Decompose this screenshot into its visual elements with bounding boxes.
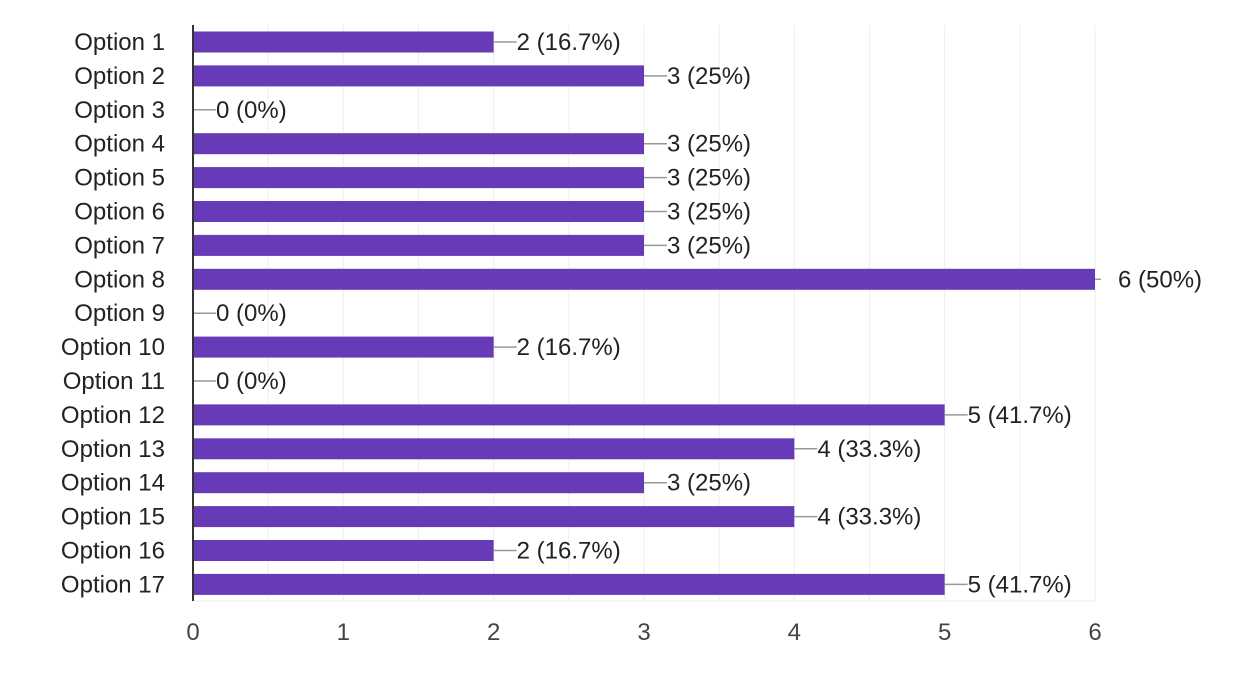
data-label: 6 (50%)	[1118, 266, 1202, 293]
data-label: 4 (33.3%)	[817, 504, 921, 531]
bar	[193, 65, 644, 87]
x-tick-label: 2	[487, 619, 500, 646]
bars	[193, 31, 1101, 595]
category-label: Option 5	[74, 165, 165, 192]
data-label: 5 (41.7%)	[968, 571, 1072, 598]
data-label: 4 (33.3%)	[817, 436, 921, 463]
category-label: Option 10	[61, 334, 165, 361]
category-label: Option 12	[61, 402, 165, 429]
bar	[193, 167, 644, 189]
data-label: 3 (25%)	[667, 470, 751, 497]
bar	[193, 573, 945, 595]
bar	[193, 201, 644, 222]
x-tick-label: 5	[938, 619, 951, 646]
data-label: 3 (25%)	[667, 165, 751, 192]
category-label: Option 15	[61, 504, 165, 531]
labels: 0 1 2 3 4 5 6 Option 1 2 (16.7%) Option 2 3 (25%) O…	[61, 29, 1202, 646]
category-label: Option 4	[74, 131, 165, 158]
category-label: Option 14	[61, 470, 165, 497]
data-label: 0 (0%)	[216, 368, 287, 395]
bar	[193, 438, 795, 460]
bar	[193, 472, 644, 494]
bar	[193, 31, 494, 53]
category-label: Option 11	[63, 368, 165, 395]
category-label: Option 2	[74, 63, 165, 90]
category-label: Option 3	[74, 97, 165, 124]
category-label: Option 16	[61, 538, 165, 565]
data-label: 0 (0%)	[216, 300, 287, 327]
data-label: 5 (41.7%)	[968, 402, 1072, 429]
data-label: 2 (16.7%)	[517, 29, 621, 56]
bar	[193, 404, 945, 426]
data-label: 0 (0%)	[216, 97, 287, 124]
gridlines	[267, 25, 1096, 601]
category-label: Option 7	[74, 232, 165, 259]
bar	[193, 133, 644, 155]
category-label: Option 6	[74, 199, 165, 226]
category-label: Option 13	[61, 436, 165, 463]
x-tick-label: 6	[1088, 619, 1101, 646]
x-tick-label: 1	[337, 619, 350, 646]
category-label: Option 8	[74, 266, 165, 293]
bar	[193, 540, 494, 561]
data-label: 2 (16.7%)	[517, 334, 621, 361]
bar	[193, 234, 644, 256]
bar	[193, 336, 494, 358]
data-label: 3 (25%)	[667, 131, 751, 158]
bar	[193, 506, 795, 528]
category-label: Option 9	[74, 300, 165, 327]
data-label: 3 (25%)	[667, 232, 751, 259]
x-tick-label: 3	[637, 619, 650, 646]
category-label: Option 17	[61, 571, 165, 598]
x-tick-label: 4	[788, 619, 801, 646]
bar	[193, 268, 1095, 290]
x-tick-label: 0	[186, 619, 199, 646]
data-label: 3 (25%)	[667, 63, 751, 90]
axes	[192, 25, 1095, 602]
data-label: 3 (25%)	[667, 199, 751, 226]
category-label: Option 1	[74, 29, 165, 56]
data-label: 2 (16.7%)	[517, 538, 621, 565]
